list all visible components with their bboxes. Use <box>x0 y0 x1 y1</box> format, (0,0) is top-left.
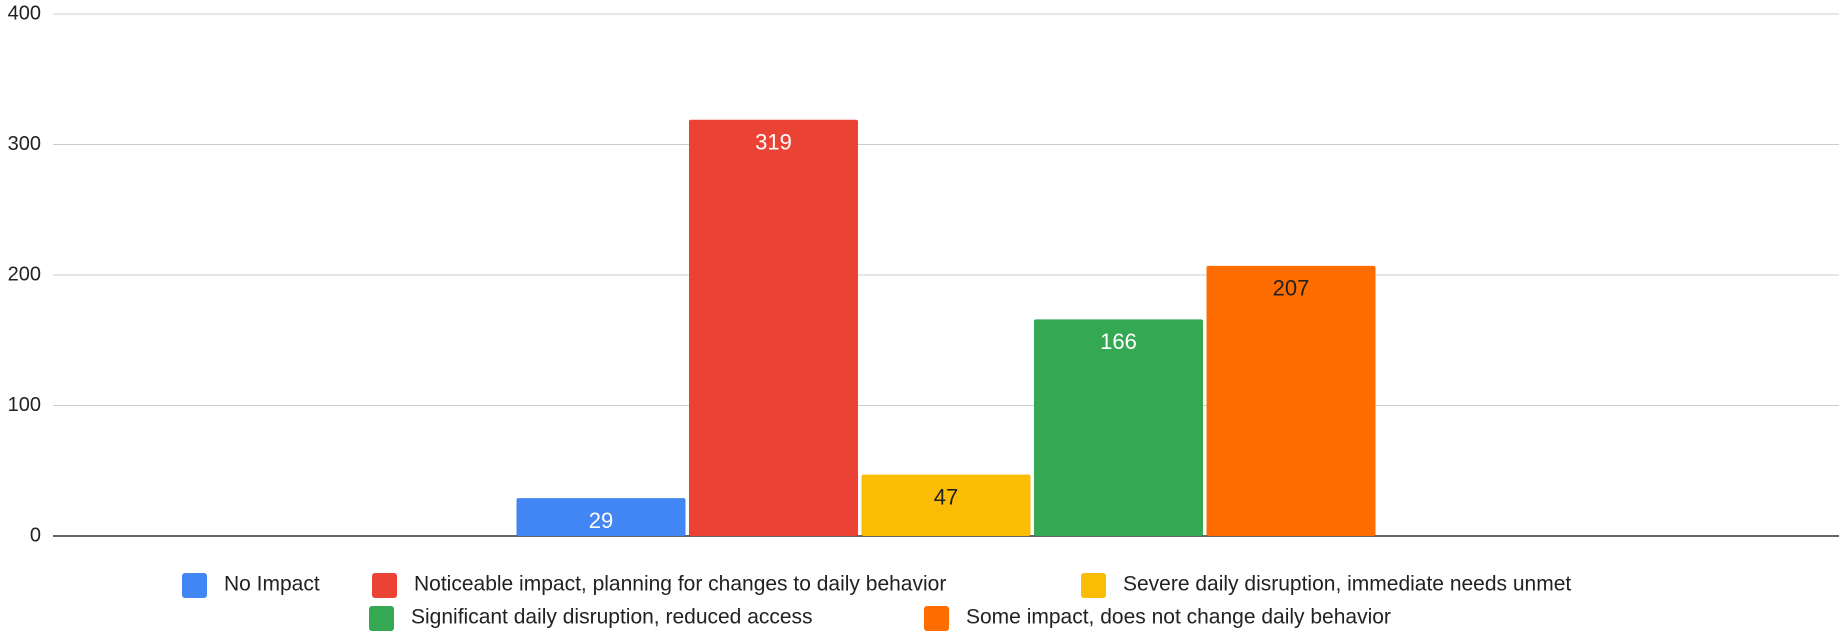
legend-swatch <box>924 606 949 631</box>
y-tick-label: 100 <box>8 394 41 416</box>
data-label: 29 <box>589 508 613 533</box>
legend-swatch <box>1081 573 1106 598</box>
bar <box>861 474 1031 536</box>
legend-swatch <box>369 606 394 631</box>
legend-label: Some impact, does not change daily behav… <box>966 606 1391 629</box>
legend-label: Severe daily disruption, immediate needs… <box>1123 573 1571 596</box>
bar <box>516 498 686 536</box>
y-tick-label: 300 <box>8 133 41 155</box>
bar <box>1206 265 1376 536</box>
bar <box>689 119 858 536</box>
y-tick-label: 400 <box>8 2 41 24</box>
legend-label: No Impact <box>224 573 320 596</box>
data-label: 207 <box>1273 276 1310 301</box>
y-tick-label: 0 <box>30 524 41 546</box>
data-label: 47 <box>934 484 958 509</box>
legend-label: Significant daily disruption, reduced ac… <box>411 606 813 629</box>
legend-label: Noticeable impact, planning for changes … <box>414 573 946 596</box>
data-label: 319 <box>755 130 792 155</box>
bar <box>1034 319 1203 536</box>
y-tick-label: 200 <box>8 263 41 285</box>
legend-swatch <box>182 573 207 598</box>
legend-swatch <box>372 573 397 598</box>
data-label: 166 <box>1100 329 1137 354</box>
